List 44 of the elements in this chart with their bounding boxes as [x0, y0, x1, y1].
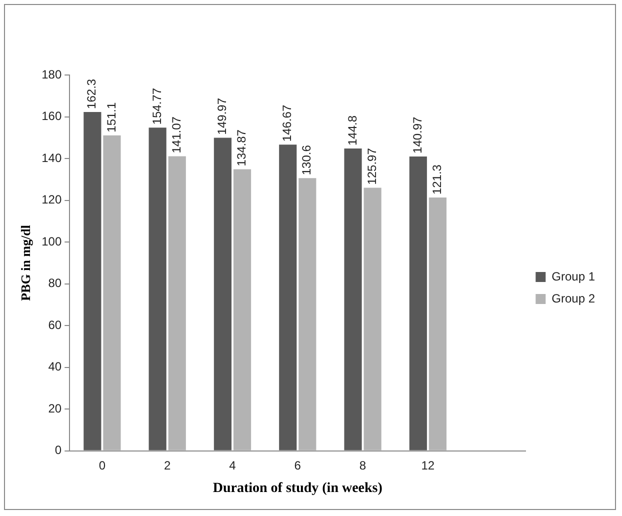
bar [344, 148, 362, 450]
y-axis-title: PBG in mg/dl [18, 224, 34, 301]
x-axis-title: Duration of study (in weeks) [212, 481, 383, 496]
data-label: 141.07 [169, 116, 184, 154]
bar [233, 169, 252, 450]
data-label: 154.77 [150, 88, 164, 125]
data-label: 162.3 [84, 78, 99, 109]
y-tick-label: 120 [42, 192, 62, 207]
x-tick-label: 4 [229, 458, 236, 472]
bar [148, 128, 166, 450]
legend-label: Group 2 [552, 291, 596, 306]
data-label: 130.6 [300, 144, 314, 176]
y-tick-label: 20 [48, 401, 62, 416]
bar [103, 135, 121, 450]
bar [409, 156, 427, 450]
y-tick-label: 40 [48, 360, 62, 374]
x-tick-label: 8 [359, 458, 366, 472]
bar [279, 144, 297, 450]
bar [428, 198, 446, 450]
x-tick-label: 6 [294, 458, 302, 472]
y-tick-label: 0 [54, 443, 62, 458]
bar [84, 112, 102, 450]
legend-label: Group 1 [552, 269, 596, 284]
data-label: 144.8 [345, 115, 360, 146]
data-label: 125.97 [364, 148, 379, 185]
bar [364, 188, 382, 450]
y-tick-label: 160 [42, 109, 62, 124]
y-tick-label: 80 [48, 276, 62, 290]
x-tick-label: 0 [98, 458, 106, 472]
y-tick-label: 180 [42, 67, 62, 82]
bar [168, 156, 186, 450]
x-tick-label: 12 [421, 458, 435, 472]
data-label: 134.87 [234, 129, 249, 166]
x-tick-label: 2 [164, 458, 171, 472]
data-label: 140.97 [410, 116, 424, 154]
bar [298, 178, 316, 450]
y-tick-label: 140 [42, 150, 62, 165]
data-label: 151.1 [104, 102, 118, 132]
data-label: 149.97 [215, 98, 230, 135]
bar [214, 138, 232, 450]
data-label: 121.3 [430, 164, 444, 195]
data-label: 146.67 [280, 104, 294, 142]
y-tick-label: 60 [48, 318, 62, 332]
y-tick-label: 100 [42, 234, 62, 248]
